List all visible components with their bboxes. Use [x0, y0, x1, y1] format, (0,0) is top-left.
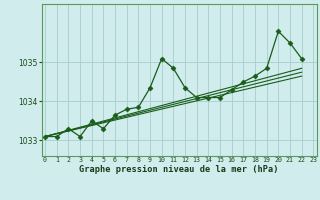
X-axis label: Graphe pression niveau de la mer (hPa): Graphe pression niveau de la mer (hPa) [79, 165, 279, 174]
